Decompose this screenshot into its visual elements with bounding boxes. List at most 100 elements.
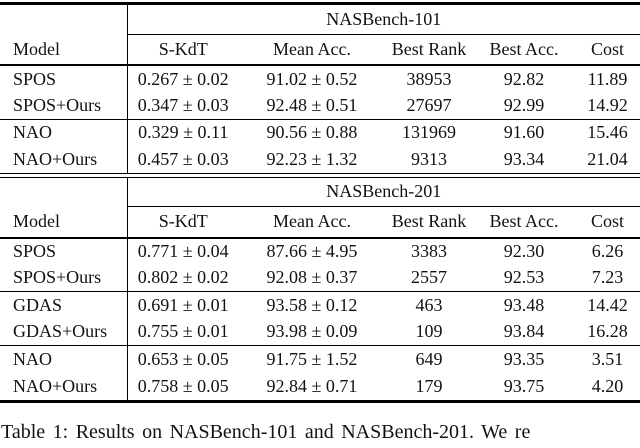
empty-corner-cell: [0, 5, 127, 34]
cell-best-acc: 92.82: [503, 68, 545, 89]
cell-mean-acc: 92.84 ± 0.71: [266, 375, 358, 396]
nasbench-201-table: NASBench-201 Model S-KdT Mean Acc. Best Ran…: [0, 177, 640, 400]
cell-best-acc: 91.60: [473, 118, 575, 146]
cell-model: NAO+Ours: [13, 149, 98, 169]
benchmark-header-row: NASBench-101: [0, 5, 640, 35]
column-header-mean-acc: Mean Acc.: [239, 34, 385, 66]
cell-s-kdt: 0.653 ± 0.05: [126, 345, 239, 373]
cell-best-acc: 93.48: [473, 291, 575, 319]
cell-best-acc: 92.53: [503, 267, 545, 288]
cell-cost: 4.20: [591, 375, 624, 396]
cell-cost: 7.23: [591, 267, 624, 288]
table-row-nao: NAO 0.329 ± 0.11 90.56 ± 0.88 131969 91.60 15…: [0, 118, 640, 146]
cell-mean-acc: 92.08 ± 0.37: [266, 267, 358, 288]
cell-best-rank: 2557: [411, 267, 447, 288]
cell-best-rank: 3383: [411, 241, 447, 261]
cell-model: SPOS: [13, 241, 57, 261]
cell-cost: 14.42: [575, 291, 640, 319]
cell-model: GDAS: [0, 291, 127, 319]
cell-mean-acc: 91.02 ± 0.52: [266, 68, 358, 89]
nasbench-101-table: NASBench-101 Model S-KdT Mean Acc. Best Ran…: [0, 5, 640, 173]
cell-mean-acc: 93.58 ± 0.12: [239, 291, 385, 319]
table-row-nao-ours: NAO+Ours 0.758 ± 0.05 92.84 ± 0.71 179 93.75…: [0, 372, 640, 400]
column-header-s-kdt: S-KdT: [126, 206, 239, 239]
benchmark-title: NASBench-201: [126, 177, 640, 207]
cell-mean-acc: 91.75 ± 1.52: [239, 345, 385, 373]
table-row-spos-ours: SPOS+Ours 0.802 ± 0.02 92.08 ± 0.37 2557 92.…: [0, 264, 640, 292]
cell-s-kdt: 0.457 ± 0.03: [126, 146, 239, 173]
cell-best-acc: 93.84: [503, 321, 545, 342]
table-row-spos: SPOS 0.267 ± 0.02 91.02 ± 0.52 38953 92.82 11…: [0, 65, 640, 92]
cell-cost: 11.89: [587, 68, 628, 89]
cell-best-acc: 93.35: [473, 345, 575, 373]
table-caption: Table 1: Results on NASBench-101 and NAS…: [1, 420, 531, 443]
column-header-best-rank: Best Rank: [385, 34, 473, 66]
cell-s-kdt: 0.267 ± 0.02: [126, 65, 239, 92]
column-header-row: Model S-KdT Mean Acc. Best Rank Best Acc. Cos…: [0, 34, 640, 66]
cell-s-kdt: 0.771 ± 0.04: [126, 237, 239, 265]
cell-mean-acc: 92.23 ± 1.32: [266, 149, 358, 169]
cell-best-rank: 27697: [406, 94, 452, 115]
cell-s-kdt: 0.758 ± 0.05: [126, 372, 239, 400]
column-header-cost: Cost: [575, 34, 640, 66]
cell-cost: 16.28: [587, 321, 628, 342]
column-header-mean-acc: Mean Acc.: [239, 206, 385, 239]
column-header-s-kdt: S-KdT: [126, 34, 239, 66]
bottom-rule: [0, 399, 640, 403]
cell-mean-acc: 90.56 ± 0.88: [239, 118, 385, 146]
cell-model: NAO: [0, 345, 127, 373]
cell-model: SPOS+Ours: [13, 267, 102, 288]
cell-best-acc: 93.34: [503, 149, 545, 169]
table-row-gdas-ours: GDAS+Ours 0.755 ± 0.01 93.98 ± 0.09 109 93.8…: [0, 318, 640, 346]
cell-best-rank: 131969: [385, 118, 473, 146]
cell-model: SPOS: [13, 68, 57, 89]
cell-s-kdt: 0.347 ± 0.03: [126, 92, 239, 119]
table-row-gdas: GDAS 0.691 ± 0.01 93.58 ± 0.12 463 93.48 14.4…: [0, 291, 640, 319]
cell-best-rank: 179: [415, 375, 443, 396]
column-header-best-acc: Best Acc.: [473, 34, 575, 66]
cell-mean-acc: 87.66 ± 4.95: [266, 241, 358, 261]
table-body: SPOS 0.267 ± 0.02 91.02 ± 0.52 38953 92.82 11…: [0, 65, 640, 173]
cell-cost: 15.46: [575, 118, 640, 146]
column-header-cost: Cost: [575, 206, 640, 239]
benchmark-header-row: NASBench-201: [0, 177, 640, 207]
cell-model: NAO+Ours: [13, 375, 98, 396]
cell-best-rank: 9313: [411, 149, 447, 169]
cell-cost: 21.04: [587, 149, 628, 169]
cell-s-kdt: 0.802 ± 0.02: [126, 264, 239, 292]
cell-best-acc: 92.99: [503, 94, 545, 115]
cell-model: SPOS+Ours: [13, 94, 102, 115]
table-row-spos: SPOS 0.771 ± 0.04 87.66 ± 4.95 3383 92.30 6.2…: [0, 237, 640, 265]
cell-mean-acc: 93.98 ± 0.09: [266, 321, 358, 342]
cell-model: NAO: [0, 118, 127, 146]
top-rule: [0, 2, 640, 5]
empty-corner-cell: [0, 178, 127, 207]
cell-s-kdt: 0.329 ± 0.11: [126, 118, 239, 146]
column-header-model: Model: [0, 34, 127, 66]
cell-cost: 6.26: [591, 241, 624, 261]
table-body: SPOS 0.771 ± 0.04 87.66 ± 4.95 3383 92.30 6.2…: [0, 237, 640, 400]
cell-mean-acc: 92.48 ± 0.51: [266, 94, 358, 115]
table-row-nao: NAO 0.653 ± 0.05 91.75 ± 1.52 649 93.35 3.51: [0, 345, 640, 373]
cell-best-rank: 109: [415, 321, 443, 342]
column-header-best-rank: Best Rank: [385, 206, 473, 239]
cell-model: GDAS+Ours: [13, 321, 108, 342]
cell-best-acc: 92.30: [503, 241, 545, 261]
cell-best-rank: 463: [385, 291, 473, 319]
double-rule-divider: [0, 173, 640, 178]
cell-cost: 3.51: [575, 345, 640, 373]
column-header-best-acc: Best Acc.: [473, 206, 575, 239]
column-header-model: Model: [0, 206, 127, 239]
cell-s-kdt: 0.691 ± 0.01: [126, 291, 239, 319]
table-row-spos-ours: SPOS+Ours 0.347 ± 0.03 92.48 ± 0.51 27697 92…: [0, 92, 640, 119]
cell-best-acc: 93.75: [503, 375, 545, 396]
table-row-nao-ours: NAO+Ours 0.457 ± 0.03 92.23 ± 1.32 9313 93.3…: [0, 146, 640, 173]
cell-best-rank: 649: [385, 345, 473, 373]
column-header-row: Model S-KdT Mean Acc. Best Rank Best Acc. Cos…: [0, 206, 640, 239]
benchmark-title: NASBench-101: [126, 5, 640, 35]
cell-best-rank: 38953: [406, 68, 452, 89]
cell-cost: 14.92: [587, 94, 628, 115]
cell-s-kdt: 0.755 ± 0.01: [126, 318, 239, 346]
